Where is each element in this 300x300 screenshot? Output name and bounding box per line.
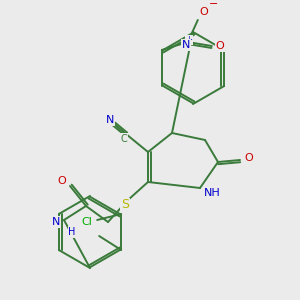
Text: O: O — [200, 7, 208, 17]
Text: N: N — [182, 40, 190, 50]
Text: +: + — [185, 35, 192, 44]
Text: O: O — [244, 153, 253, 163]
Text: N: N — [52, 217, 60, 227]
Text: N: N — [106, 115, 114, 125]
Text: H: H — [68, 227, 76, 237]
Text: O: O — [58, 176, 66, 186]
Text: NH: NH — [204, 188, 220, 198]
Text: Cl: Cl — [82, 217, 93, 227]
Text: S: S — [121, 199, 129, 212]
Text: O: O — [215, 41, 224, 51]
Text: C: C — [121, 134, 128, 144]
Text: −: − — [209, 0, 218, 9]
